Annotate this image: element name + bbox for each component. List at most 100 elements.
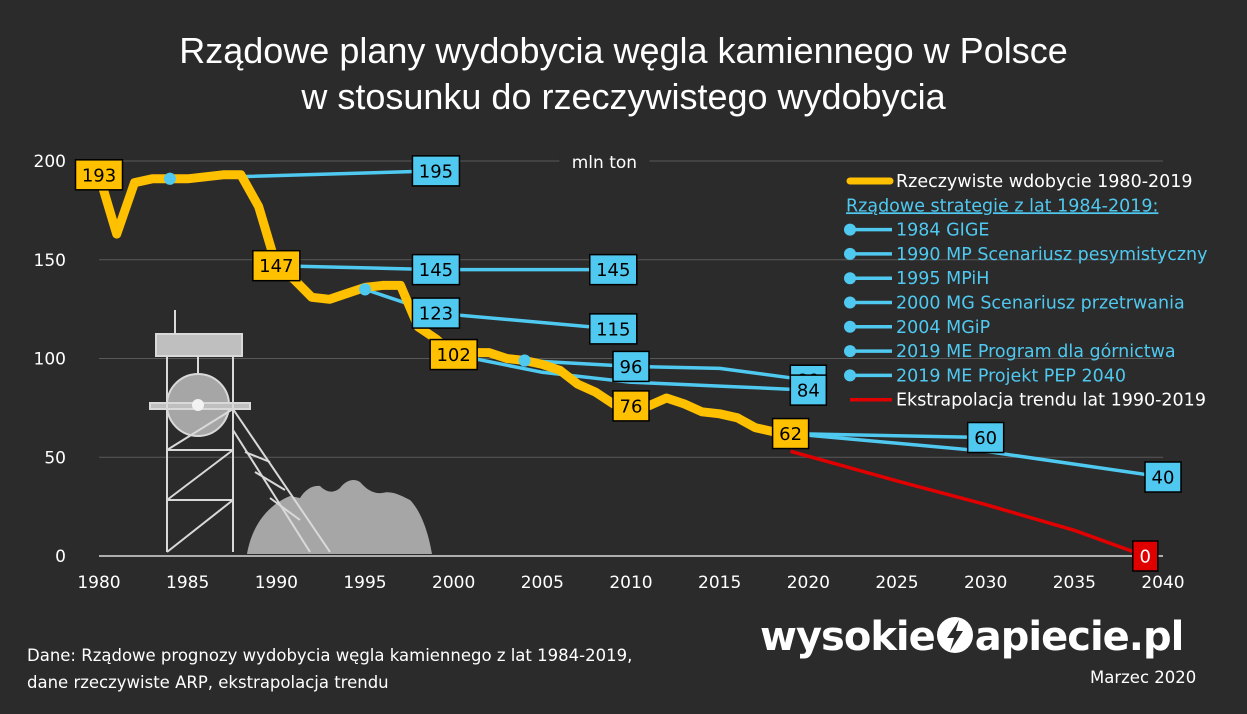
series-line bbox=[522, 358, 811, 382]
data-label: 102 bbox=[429, 338, 478, 371]
legend-item-label: Rzeczywiste wdobycie 1980-2019 bbox=[896, 172, 1193, 192]
data-label-text: 145 bbox=[419, 260, 453, 281]
x-tick-label: 2015 bbox=[698, 573, 741, 593]
series-line-extrapolation bbox=[790, 449, 1146, 558]
x-tick-label: 1995 bbox=[343, 573, 386, 593]
chart-title-line-2: w stosunku do rzeczywistego wydobycia bbox=[301, 76, 946, 117]
data-label-box bbox=[1132, 540, 1159, 572]
data-label-box bbox=[429, 338, 478, 371]
y-tick-label: 200 bbox=[34, 152, 66, 172]
legend-item-label: 2019 ME Projekt PEP 2040 bbox=[896, 366, 1126, 386]
legend-item-label: 1995 MPiH bbox=[896, 269, 989, 289]
date-label: Marzec 2020 bbox=[1090, 668, 1197, 687]
legend-marker bbox=[844, 320, 856, 333]
data-label-text: 0 bbox=[1140, 547, 1151, 568]
data-label-text: 115 bbox=[596, 319, 630, 340]
data-label-text: 40 bbox=[1152, 468, 1175, 489]
legend-item-label: 2000 MG Scenariusz przetrwania bbox=[896, 294, 1185, 314]
decoration bbox=[149, 310, 432, 554]
legend-marker bbox=[844, 272, 856, 285]
data-label: 0 bbox=[1132, 540, 1159, 572]
data-label-text: 96 bbox=[620, 357, 643, 378]
x-tick-label: 2020 bbox=[787, 573, 830, 593]
y-tick-label: 100 bbox=[34, 350, 66, 370]
x-tick-label: 2010 bbox=[609, 573, 652, 593]
data-label: 123 bbox=[411, 297, 461, 329]
data-label-box bbox=[252, 249, 301, 282]
legend-item-label: 1990 MP Scenariusz pesymistyczny bbox=[896, 245, 1208, 265]
data-label: 195 bbox=[411, 155, 461, 187]
brand-right: apiecie.pl bbox=[974, 614, 1185, 660]
chart-title-line-1: Rządowe plany wydobycia węgla kamiennego… bbox=[179, 30, 1068, 71]
series-start-marker bbox=[163, 172, 176, 185]
data-label-box bbox=[411, 297, 461, 329]
brand-logo: wysokie apiecie.pl bbox=[760, 614, 1185, 660]
data-label-box bbox=[411, 155, 461, 187]
x-tick-label: 1985 bbox=[166, 573, 209, 593]
data-label-box bbox=[612, 350, 650, 383]
axes: 0 50 100 150 200 1980 1985 1990 1995 2000 2005 2010… bbox=[34, 152, 1185, 593]
legend-item-label: 1984 GIGE bbox=[896, 221, 989, 241]
data-label-text: 84 bbox=[797, 381, 820, 402]
data-label-text: 62 bbox=[779, 424, 802, 445]
data-label-box bbox=[789, 374, 828, 406]
lightning-bolt-icon bbox=[936, 617, 973, 653]
legend-marker bbox=[844, 223, 856, 236]
y-tick-label: 0 bbox=[55, 547, 66, 567]
data-label: 96 bbox=[612, 350, 650, 383]
unit-label-bg bbox=[559, 150, 650, 174]
x-tick-label: 2035 bbox=[1053, 573, 1096, 593]
legend: Rzeczywiste wdobycie 1980-2019 Rządowe st… bbox=[844, 172, 1208, 411]
legend-item-label: Ekstrapolacja trendu lat 1990-2019 bbox=[896, 391, 1206, 411]
data-labels: 193147102766219514514512311596898460400 bbox=[74, 155, 1182, 572]
data-label: 60 bbox=[966, 421, 1005, 454]
series-line bbox=[788, 431, 988, 440]
x-tick-label: 2030 bbox=[964, 573, 1007, 593]
legend-marker bbox=[844, 369, 856, 382]
source-line-2: dane rzeczywiste ARP, ekstrapolacja tren… bbox=[27, 673, 389, 692]
unit-label: mln ton bbox=[572, 153, 637, 173]
source-line-1: Dane: Rządowe prognozy wydobycia węgla k… bbox=[27, 646, 633, 665]
data-label-box bbox=[1144, 461, 1182, 493]
x-tick-label: 2000 bbox=[432, 573, 475, 593]
data-label: 193 bbox=[74, 159, 124, 191]
data-label: 84 bbox=[789, 374, 828, 406]
data-label-text: 145 bbox=[596, 260, 630, 281]
legend-marker bbox=[844, 345, 856, 358]
series-start-marker bbox=[359, 283, 371, 296]
data-label: 147 bbox=[252, 249, 301, 282]
legend-header: Rządowe strategie z lat 1984-2019: bbox=[846, 196, 1158, 216]
data-label-text: 123 bbox=[419, 304, 453, 325]
x-tick-label: 2025 bbox=[875, 573, 918, 593]
x-tick-label: 1990 bbox=[255, 573, 298, 593]
data-label-box bbox=[411, 253, 461, 286]
data-label-text: 60 bbox=[974, 428, 997, 449]
data-label-box bbox=[589, 253, 638, 286]
y-tick-label: 50 bbox=[44, 448, 66, 468]
x-tick-label: 1980 bbox=[77, 573, 120, 593]
y-tick-label: 150 bbox=[34, 251, 66, 271]
legend-marker bbox=[844, 296, 856, 309]
series-line bbox=[451, 352, 811, 392]
series-start-marker bbox=[518, 354, 531, 367]
data-label-box bbox=[771, 417, 810, 450]
source-note: Dane: Rządowe prognozy wydobycia węgla k… bbox=[27, 642, 632, 696]
x-tick-label: 2005 bbox=[521, 573, 564, 593]
data-label: 40 bbox=[1144, 461, 1182, 493]
data-label-box bbox=[966, 421, 1005, 454]
data-label-text: 193 bbox=[82, 165, 116, 186]
mine-shaft-tower-icon bbox=[149, 310, 331, 553]
data-label-box bbox=[589, 313, 638, 345]
data-label-text: 76 bbox=[620, 396, 643, 417]
legend-item-label: 2004 MGiP bbox=[896, 318, 990, 338]
brand-left: wysokie bbox=[760, 614, 936, 660]
legend-marker bbox=[844, 247, 856, 260]
legend-item-label: 2019 ME Program dla górnictwa bbox=[896, 342, 1176, 362]
data-label: 76 bbox=[612, 390, 650, 422]
data-label-box bbox=[74, 159, 124, 191]
data-label: 115 bbox=[589, 313, 638, 345]
data-label-text: 102 bbox=[436, 345, 470, 366]
chart-title: Rządowe plany wydobycia węgla kamiennego… bbox=[0, 28, 1247, 120]
data-label-text: 147 bbox=[259, 256, 293, 277]
